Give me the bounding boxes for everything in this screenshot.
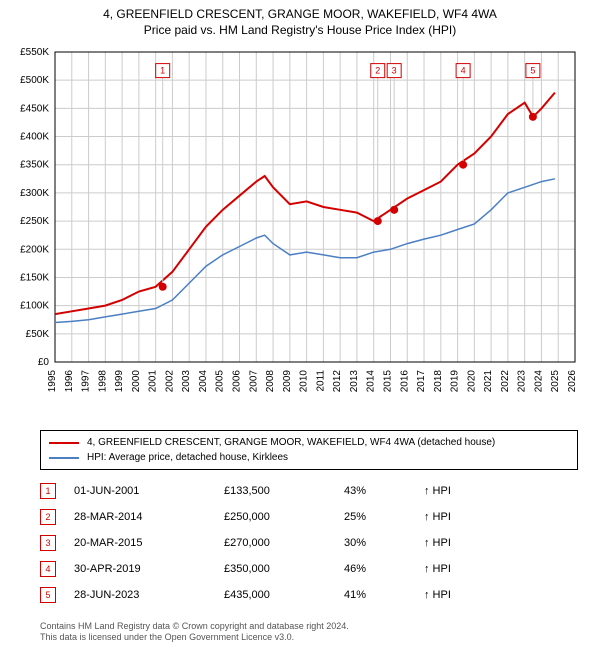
sale-hpi-arrow: ↑ HPI [424,511,464,523]
svg-text:2003: 2003 [181,370,192,393]
svg-text:£350K: £350K [20,160,49,171]
sale-hpi-arrow: ↑ HPI [424,563,464,575]
svg-text:2001: 2001 [148,370,159,393]
svg-text:2014: 2014 [366,370,377,393]
svg-text:2: 2 [375,66,380,76]
svg-text:2021: 2021 [483,370,494,393]
sale-point-5 [529,113,537,121]
sale-row-4: 4 30-APR-2019£350,00046%↑ HPI [40,556,560,582]
svg-text:£400K: £400K [20,132,49,143]
sale-price: £250,000 [224,511,344,523]
svg-text:£0: £0 [38,357,50,368]
sale-marker-icon: 3 [40,535,56,551]
legend-label: HPI: Average price, detached house, Kirk… [87,450,288,465]
svg-text:5: 5 [530,66,535,76]
sale-price: £270,000 [224,537,344,549]
svg-text:2005: 2005 [215,370,226,393]
sale-row-2: 2 28-MAR-2014£250,00025%↑ HPI [40,504,560,530]
svg-text:2000: 2000 [131,370,142,393]
sale-date: 30-APR-2019 [74,563,224,575]
sale-date: 28-MAR-2014 [74,511,224,523]
svg-text:2007: 2007 [248,370,259,393]
sale-hpi-pct: 41% [344,589,424,601]
svg-text:3: 3 [392,66,397,76]
sale-marker-icon: 1 [40,483,56,499]
svg-text:2018: 2018 [433,370,444,393]
svg-text:1999: 1999 [114,370,125,393]
sale-point-3 [390,206,398,214]
sale-price: £350,000 [224,563,344,575]
svg-text:2004: 2004 [198,370,209,393]
footer: Contains HM Land Registry data © Crown c… [40,621,560,644]
legend-swatch [49,457,79,459]
sale-date: 20-MAR-2015 [74,537,224,549]
svg-text:£550K: £550K [20,47,49,58]
svg-text:2002: 2002 [164,370,175,393]
svg-text:£50K: £50K [26,329,50,340]
svg-text:2008: 2008 [265,370,276,393]
footer-line1: Contains HM Land Registry data © Crown c… [40,621,560,633]
svg-text:2012: 2012 [332,370,343,393]
svg-text:2017: 2017 [416,370,427,393]
svg-text:£450K: £450K [20,103,49,114]
legend-swatch [49,442,79,444]
svg-text:1: 1 [160,66,165,76]
sale-marker-icon: 2 [40,509,56,525]
sale-date: 01-JUN-2001 [74,485,224,497]
svg-text:1996: 1996 [64,370,75,393]
svg-text:2026: 2026 [567,370,578,393]
legend-label: 4, GREENFIELD CRESCENT, GRANGE MOOR, WAK… [87,435,495,450]
svg-text:2015: 2015 [382,370,393,393]
svg-text:2006: 2006 [232,370,243,393]
sale-hpi-arrow: ↑ HPI [424,537,464,549]
chart-title-line1: 4, GREENFIELD CRESCENT, GRANGE MOOR, WAK… [0,6,600,22]
sale-hpi-pct: 30% [344,537,424,549]
svg-text:£100K: £100K [20,301,49,312]
legend-item-0: 4, GREENFIELD CRESCENT, GRANGE MOOR, WAK… [49,435,569,450]
sale-row-1: 1 01-JUN-2001£133,50043%↑ HPI [40,478,560,504]
sale-hpi-arrow: ↑ HPI [424,485,464,497]
svg-text:1997: 1997 [81,370,92,393]
sale-point-4 [459,161,467,169]
svg-text:2016: 2016 [399,370,410,393]
svg-text:2023: 2023 [517,370,528,393]
chart-title-line2: Price paid vs. HM Land Registry's House … [0,22,600,38]
sale-hpi-arrow: ↑ HPI [424,589,464,601]
legend: 4, GREENFIELD CRESCENT, GRANGE MOOR, WAK… [40,430,578,470]
sale-date: 28-JUN-2023 [74,589,224,601]
footer-line2: This data is licensed under the Open Gov… [40,632,560,644]
svg-text:1998: 1998 [97,370,108,393]
svg-text:£250K: £250K [20,216,49,227]
svg-text:£200K: £200K [20,244,49,255]
svg-text:£500K: £500K [20,75,49,86]
svg-text:1995: 1995 [47,370,58,393]
svg-text:2010: 2010 [299,370,310,393]
chart-area: £0 £50K £100K £150K £200K £250K £300K £350K £400… [0,42,600,422]
sale-row-5: 5 28-JUN-2023£435,00041%↑ HPI [40,582,560,608]
svg-text:2009: 2009 [282,370,293,393]
svg-text:£150K: £150K [20,272,49,283]
sale-hpi-pct: 46% [344,563,424,575]
svg-text:2020: 2020 [466,370,477,393]
svg-text:2013: 2013 [349,370,360,393]
svg-text:2025: 2025 [550,370,561,393]
sale-point-1 [159,283,167,291]
svg-text:4: 4 [461,66,466,76]
svg-text:2022: 2022 [500,370,511,393]
legend-item-1: HPI: Average price, detached house, Kirk… [49,450,569,465]
svg-text:2024: 2024 [533,370,544,393]
svg-text:£300K: £300K [20,188,49,199]
sale-price: £435,000 [224,589,344,601]
sale-marker-icon: 5 [40,587,56,603]
sale-price: £133,500 [224,485,344,497]
sale-marker-icon: 4 [40,561,56,577]
sale-hpi-pct: 43% [344,485,424,497]
sale-hpi-pct: 25% [344,511,424,523]
sale-point-2 [374,217,382,225]
svg-text:2011: 2011 [315,370,326,392]
sales-table: 101-JUN-2001£133,50043%↑ HPI228-MAR-2014… [40,478,560,608]
sale-row-3: 3 20-MAR-2015£270,00030%↑ HPI [40,530,560,556]
svg-text:2019: 2019 [450,370,461,393]
